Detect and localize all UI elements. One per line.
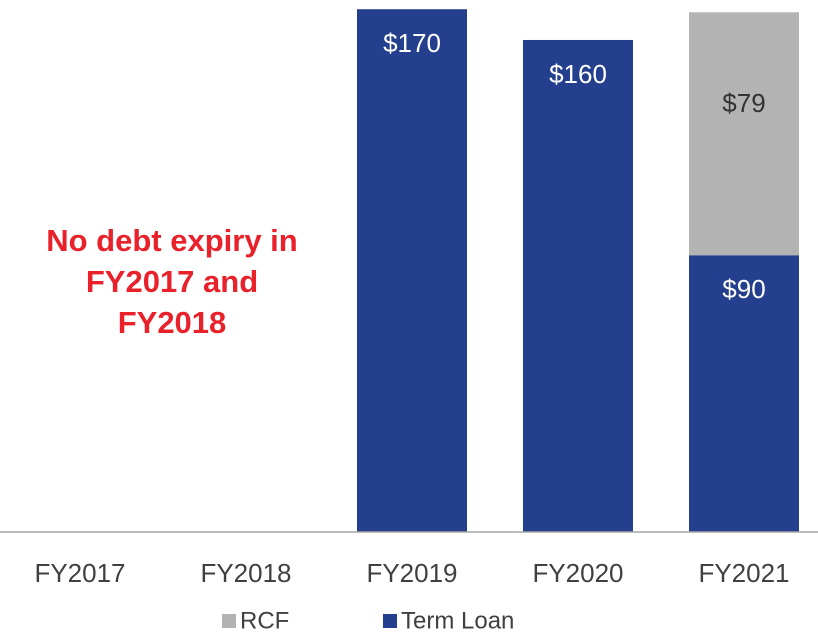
bar-segment	[689, 255, 799, 532]
bar-segment	[523, 39, 633, 533]
value-label: $79	[722, 88, 765, 118]
x-tick-label: FY2017	[34, 558, 125, 588]
value-label: $170	[383, 28, 441, 58]
annotation: FY2017 and	[86, 264, 258, 299]
x-tick-label: FY2018	[200, 558, 291, 588]
x-tick-label: FY2020	[532, 558, 623, 588]
bar-segment	[689, 12, 799, 256]
annotation: No debt expiry in	[46, 223, 297, 258]
value-label: $160	[549, 59, 607, 89]
legend-swatch	[383, 614, 397, 628]
legend-swatch	[222, 614, 236, 628]
x-tick-label: FY2019	[366, 558, 457, 588]
value-label: $90	[722, 274, 765, 304]
annotation: FY2018	[118, 305, 227, 340]
x-tick-label: FY2021	[698, 558, 789, 588]
legend-label: RCF	[240, 607, 289, 634]
bar-segment	[357, 9, 467, 532]
legend-label: Term Loan	[401, 607, 514, 634]
